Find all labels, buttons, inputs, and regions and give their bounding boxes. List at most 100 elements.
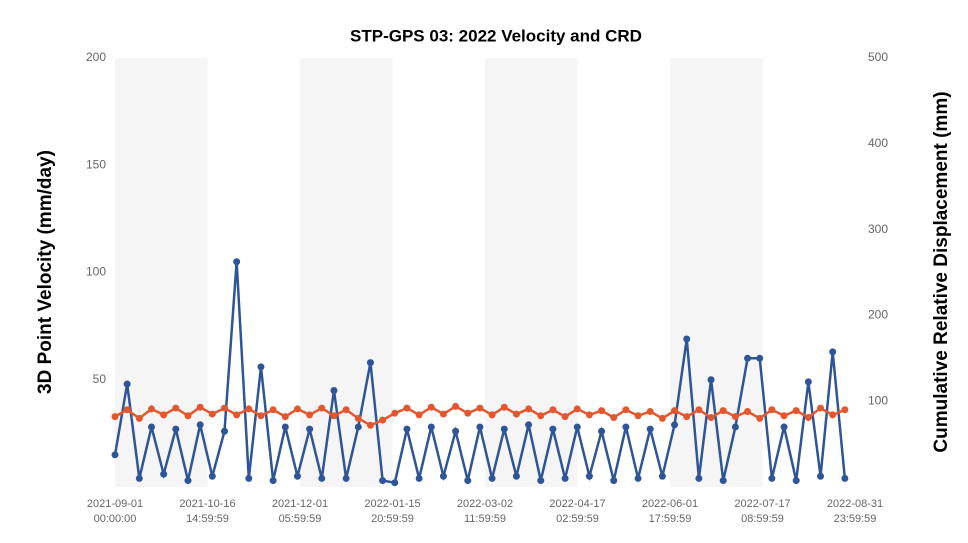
data-point — [573, 423, 581, 431]
data-point — [111, 413, 119, 421]
x-tick-label: 2021-12-01 05:59:59 — [271, 498, 329, 525]
data-point — [415, 411, 423, 419]
data-point — [330, 386, 338, 394]
data-point — [123, 380, 131, 388]
data-point — [719, 407, 727, 415]
data-point — [658, 414, 666, 422]
data-point — [768, 474, 776, 482]
data-point — [768, 406, 776, 414]
data-point — [792, 477, 800, 485]
data-point — [257, 363, 265, 371]
data-point — [184, 412, 192, 420]
data-point — [622, 406, 630, 414]
data-point — [452, 427, 460, 435]
data-point — [585, 411, 593, 419]
data-point — [306, 425, 314, 433]
data-point — [634, 412, 642, 420]
x-tick-label: 2022-07-17 08:59:59 — [734, 498, 791, 525]
data-point — [598, 407, 606, 415]
data-point — [658, 472, 666, 480]
data-point — [366, 421, 374, 429]
x-tick-label: 2022-06-01 17:59:59 — [641, 498, 699, 525]
x-tick-label: 2022-08-31 23:59:59 — [826, 498, 884, 525]
data-point — [500, 403, 508, 411]
data-point — [683, 413, 691, 421]
y2-tick-label: 400 — [868, 136, 888, 150]
data-point — [391, 409, 399, 417]
data-point — [525, 421, 533, 429]
data-point — [318, 474, 326, 482]
data-point — [330, 412, 338, 420]
data-point — [306, 411, 314, 419]
data-point — [293, 405, 301, 413]
data-point — [208, 410, 216, 418]
y-tick-label: 100 — [86, 265, 106, 279]
data-point — [196, 403, 204, 411]
data-point — [537, 477, 545, 485]
data-point — [488, 474, 496, 482]
data-point — [245, 405, 253, 413]
data-point — [391, 479, 399, 487]
data-point — [671, 421, 679, 429]
data-point — [439, 472, 447, 480]
data-point — [172, 404, 180, 412]
data-point — [756, 414, 764, 422]
data-point — [293, 472, 301, 480]
y-axis-label: 3D Point Velocity (mm/day) — [35, 150, 56, 394]
data-point — [281, 413, 289, 421]
data-point — [318, 404, 326, 412]
data-point — [464, 477, 472, 485]
data-point — [464, 409, 472, 417]
data-point — [792, 407, 800, 415]
data-point — [537, 412, 545, 420]
data-point — [804, 378, 812, 386]
data-point — [233, 258, 241, 266]
data-point — [147, 405, 155, 413]
data-point — [780, 423, 788, 431]
data-point — [598, 427, 606, 435]
data-point — [561, 474, 569, 482]
data-point — [841, 406, 849, 414]
data-point — [744, 407, 752, 415]
data-point — [646, 407, 654, 415]
chart-title: STP-GPS 03: 2022 Velocity and CRD — [350, 26, 642, 45]
x-tick-label: 2021-10-16 14:59:59 — [179, 498, 236, 525]
data-point — [488, 411, 496, 419]
data-point — [379, 477, 387, 485]
data-point — [804, 414, 812, 422]
x-tick-label: 2022-01-15 20:59:59 — [364, 498, 421, 525]
data-point — [561, 413, 569, 421]
data-point — [427, 423, 435, 431]
data-point — [719, 477, 727, 485]
data-point — [829, 348, 837, 356]
y-tick-label: 50 — [93, 372, 107, 386]
y2-axis-label: Cumulative Relative Displacement (mm) — [931, 91, 952, 452]
data-point — [622, 423, 630, 431]
data-point — [147, 423, 155, 431]
data-point — [342, 406, 350, 414]
data-point — [208, 472, 216, 480]
data-point — [452, 402, 460, 410]
data-point — [135, 414, 143, 422]
x-tick-label: 2022-03-02 11:59:59 — [456, 498, 514, 525]
data-point — [245, 474, 253, 482]
data-point — [476, 404, 484, 412]
data-point — [671, 407, 679, 415]
data-point — [233, 411, 241, 419]
data-point — [512, 472, 520, 480]
data-point — [744, 354, 752, 362]
data-point — [549, 406, 557, 414]
data-point — [196, 421, 204, 429]
data-point — [512, 410, 520, 418]
x-tick-label: 2022-04-17 02:59:59 — [549, 498, 606, 525]
data-point — [354, 423, 362, 431]
data-point — [585, 472, 593, 480]
data-point — [257, 412, 265, 420]
data-point — [123, 406, 131, 414]
y-tick-label: 150 — [86, 157, 106, 171]
data-point — [220, 427, 228, 435]
data-point — [695, 474, 703, 482]
data-point — [415, 474, 423, 482]
data-point — [634, 474, 642, 482]
